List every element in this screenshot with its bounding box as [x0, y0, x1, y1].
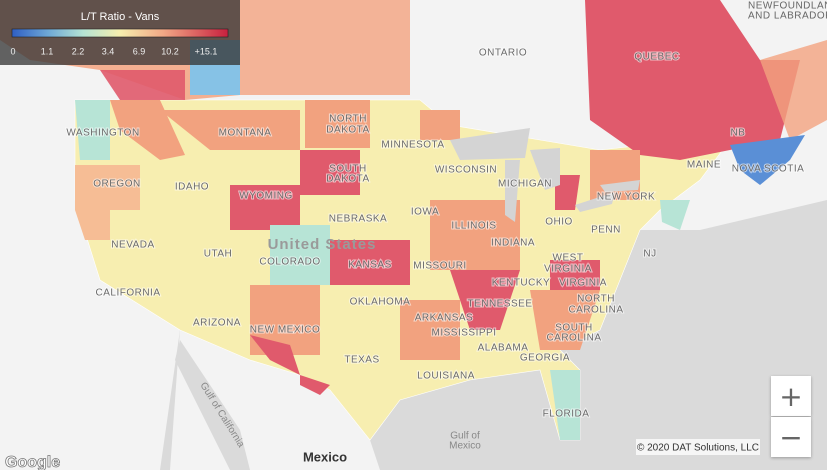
map-label: MINNESOTA [381, 140, 444, 151]
map-label: WYOMING [239, 191, 293, 202]
map-label: IOWA [411, 207, 439, 218]
map-label: DAKOTA [326, 125, 369, 136]
map-label: WEST [553, 253, 584, 264]
legend: L/T Ratio - Vans 0 1.1 2.2 3.4 6.9 10.2 +15.1 [0, 0, 240, 65]
map-label: NOVA SCOTIA [732, 164, 805, 175]
map-label: NEBRASKA [329, 214, 387, 225]
legend-tick-label: 2.2 [72, 46, 85, 56]
regions [0, 0, 827, 441]
map-label: OKLAHOMA [350, 297, 411, 308]
map-label: LOUISIANA [417, 371, 475, 382]
map-label: OHIO [545, 217, 573, 228]
map-label: NEW MEXICO [250, 325, 321, 336]
map-label: DAKOTA [326, 174, 369, 185]
map-label: AND LABRADOR [748, 11, 827, 22]
map-label: Gulf of [450, 431, 480, 442]
zoom-out[interactable]: − [771, 417, 811, 457]
map-label: QUEBEC [634, 52, 679, 63]
legend-tick-label: +15.1 [195, 46, 218, 56]
map-label: MAINE [687, 160, 721, 171]
map-label: VIRGINIA [559, 278, 607, 289]
map-label: NEWFOUNDLAND [748, 1, 827, 12]
map-label: SOUTH [329, 164, 367, 175]
legend-title: L/T Ratio - Vans [81, 11, 160, 23]
map-label: COLORADO [259, 257, 320, 268]
legend-scale [11, 28, 229, 38]
map-label: PENN [591, 225, 621, 236]
map-label: ALABAMA [478, 343, 529, 354]
map-label: TENNESSEE [467, 299, 532, 310]
map-label: GEORGIA [520, 353, 570, 364]
attribution-bg [636, 439, 760, 455]
map-label: OREGON [93, 179, 140, 190]
map-label: TEXAS [344, 355, 379, 366]
map-label: Mexico [303, 449, 347, 464]
map-label: NEW YORK [597, 192, 655, 203]
map-label: KENTUCKY [492, 278, 550, 289]
map-label: CAROLINA [568, 305, 623, 316]
map-label: SOUTH [555, 323, 593, 334]
map-label: MISSISSIPPI [432, 328, 497, 339]
google-logo: Google [5, 454, 60, 470]
map-label: UTAH [204, 249, 232, 260]
lakes [450, 128, 640, 222]
zoom-in[interactable]: + [771, 376, 811, 416]
map-label: United States [268, 236, 377, 253]
map-label: WISCONSIN [435, 165, 497, 176]
map-label: IDAHO [175, 182, 209, 193]
legend-tick-label: 1.1 [41, 46, 54, 56]
map-label: NORTH [577, 294, 615, 305]
map-label: ARIZONA [193, 318, 241, 329]
map-label: NB [731, 128, 746, 139]
map-label: CALIFORNIA [95, 288, 160, 299]
legend-tick-label: 3.4 [102, 46, 115, 56]
map-label: ONTARIO [479, 48, 527, 59]
map-label: NEVADA [111, 240, 154, 251]
map-label: WASHINGTON [66, 128, 139, 139]
map-label: NJ [643, 249, 656, 260]
map-label: NORTH [329, 114, 367, 125]
map-label: ILLINOIS [451, 221, 496, 232]
map-label: VIRGINIA [544, 264, 592, 275]
map-label: MISSOURI [413, 261, 466, 272]
map-label: CAROLINA [546, 333, 601, 344]
legend-tick-label: 10.2 [161, 46, 179, 56]
map-label: KANSAS [348, 260, 392, 271]
map-label: MICHIGAN [498, 179, 552, 190]
map-label: ARKANSAS [415, 313, 473, 324]
map-label: FLORIDA [543, 409, 590, 420]
map-label: MONTANA [219, 128, 272, 139]
map-label: INDIANA [491, 238, 535, 249]
legend-tick-label: 6.9 [133, 46, 146, 56]
legend-tick-label: 0 [10, 46, 15, 56]
map-label: Mexico [449, 441, 481, 452]
copyright: © 2020 DAT Solutions, LLC [637, 443, 759, 454]
